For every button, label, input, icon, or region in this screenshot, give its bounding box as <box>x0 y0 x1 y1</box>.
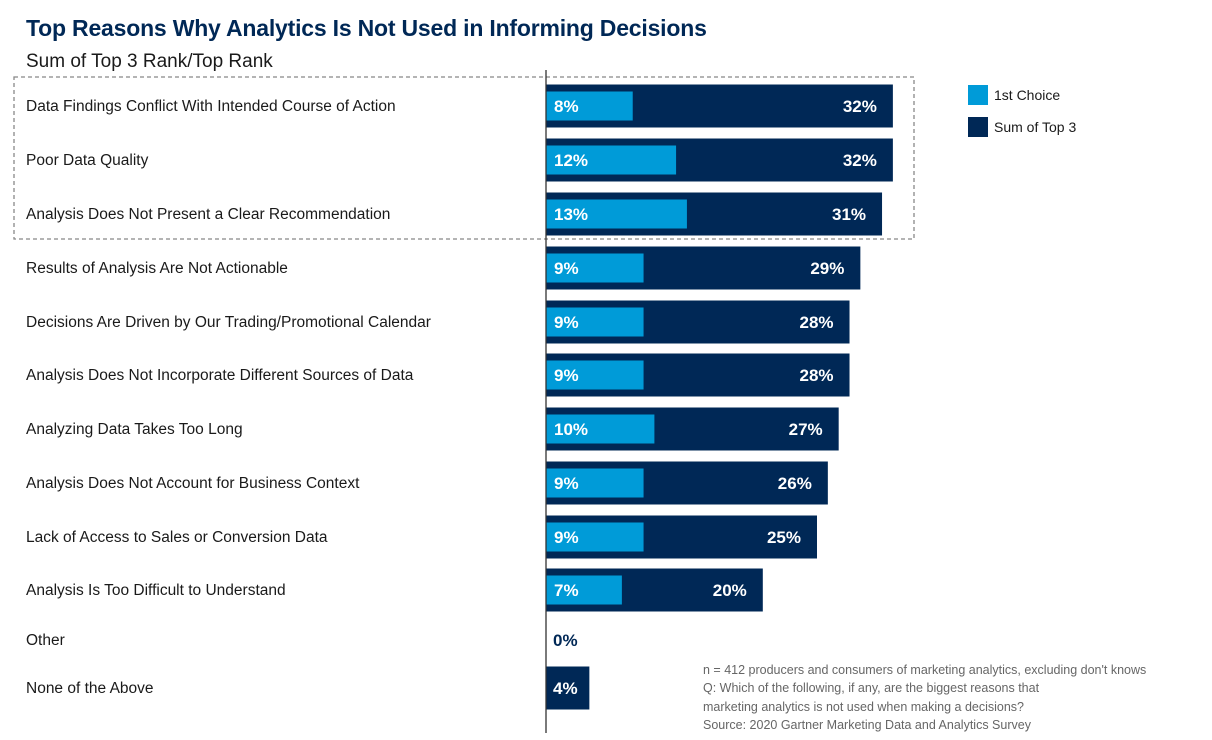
data-label-sum-of-top-3: 25% <box>767 528 801 547</box>
bar-first-choice <box>546 253 644 283</box>
highlight-box <box>13 76 915 240</box>
survey-notes: n = 412 producers and consumers of marke… <box>703 661 1203 734</box>
category-label: Analysis Is Too Difficult to Understand <box>26 582 286 599</box>
bar-first-choice <box>546 414 655 444</box>
notes-sample-size: n = 412 producers and consumers of marke… <box>703 663 1147 677</box>
legend-item-first-choice: 1st Choice <box>968 85 1060 105</box>
bar-first-choice <box>546 522 644 552</box>
data-label-first-choice: 9% <box>554 366 579 385</box>
legend-swatch-sum-of-top-3 <box>968 117 988 137</box>
bar-first-choice <box>546 468 644 498</box>
data-label-first-choice: 10% <box>554 420 588 439</box>
category-label: Poor Data Quality <box>26 152 149 169</box>
data-label-first-choice: 8% <box>554 97 579 116</box>
legend-label-sum-of-top-3: Sum of Top 3 <box>994 119 1077 135</box>
bar-sum-of-top-3 <box>546 666 590 710</box>
category-label: Analysis Does Not Present a Clear Recomm… <box>26 206 390 223</box>
data-label-sum-of-top-3: 29% <box>810 259 844 278</box>
legend-swatch-first-choice <box>968 85 988 105</box>
data-label-first-choice: 9% <box>554 259 579 278</box>
data-label-first-choice: 9% <box>554 528 579 547</box>
data-label-first-choice: 12% <box>554 151 588 170</box>
data-label-sum-of-top-3: 26% <box>778 474 812 493</box>
data-label-sum-of-top-3: 31% <box>832 205 866 224</box>
data-label-sum-of-top-3: 28% <box>799 313 833 332</box>
category-label: Analysis Does Not Account for Business C… <box>26 475 360 492</box>
category-label: Data Findings Conflict With Intended Cou… <box>26 98 396 115</box>
notes-source: Source: 2020 Gartner Marketing Data and … <box>703 717 1031 732</box>
category-label: Other <box>26 632 65 649</box>
data-label-first-choice: 13% <box>554 205 588 224</box>
data-label-sum-of-top-3: 27% <box>789 420 823 439</box>
data-label-sum-of-top-3: 0% <box>553 631 578 650</box>
data-label-first-choice: 9% <box>554 313 579 332</box>
data-label-sum-of-top-3: 20% <box>713 581 747 600</box>
data-label-sum-of-top-3: 32% <box>843 97 877 116</box>
category-label: Analysis Does Not Incorporate Different … <box>26 367 414 384</box>
data-label-first-choice: 7% <box>554 581 579 600</box>
chart-subtitle: Sum of Top 3 Rank/Top Rank <box>26 51 273 72</box>
category-label: Results of Analysis Are Not Actionable <box>26 260 288 277</box>
bar-first-choice <box>546 91 633 121</box>
chart-title: Top Reasons Why Analytics Is Not Used in… <box>26 15 707 41</box>
legend-item-sum-of-top-3: Sum of Top 3 <box>968 117 1076 137</box>
data-label-sum-of-top-3: 4% <box>553 679 578 698</box>
category-label: Analyzing Data Takes Too Long <box>26 421 243 438</box>
bar-first-choice <box>546 360 644 390</box>
data-label-first-choice: 9% <box>554 474 579 493</box>
bar-first-choice <box>546 145 677 175</box>
bar-first-choice <box>546 307 644 337</box>
data-label-sum-of-top-3: 28% <box>799 366 833 385</box>
notes-question-line-1: Q: Which of the following, if any, are t… <box>703 681 1040 696</box>
bar-first-choice <box>546 199 687 229</box>
legend-label-first-choice: 1st Choice <box>994 87 1061 103</box>
notes-question-line-2: marketing analytics is not used when mak… <box>703 699 1025 714</box>
category-label: Lack of Access to Sales or Conversion Da… <box>26 529 328 546</box>
bar-first-choice <box>546 575 622 605</box>
category-label: Decisions Are Driven by Our Trading/Prom… <box>26 314 431 331</box>
category-label: None of the Above <box>26 680 154 697</box>
data-label-sum-of-top-3: 32% <box>843 151 877 170</box>
